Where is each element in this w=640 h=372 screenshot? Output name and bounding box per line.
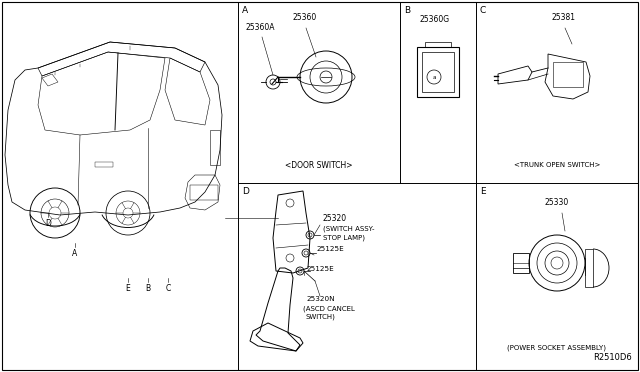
Bar <box>210 130 220 165</box>
Text: 25125E: 25125E <box>306 266 333 272</box>
Text: 25320N: 25320N <box>306 296 335 302</box>
Text: (SWITCH ASSY-: (SWITCH ASSY- <box>323 225 374 231</box>
Text: E: E <box>480 187 486 196</box>
Text: (POWER SOCKET ASSEMBLY): (POWER SOCKET ASSEMBLY) <box>508 345 607 351</box>
Text: E: E <box>125 284 131 293</box>
Text: (ASCD CANCEL: (ASCD CANCEL <box>303 305 355 311</box>
Text: SWITCH): SWITCH) <box>306 314 336 321</box>
Text: C: C <box>480 6 486 15</box>
Text: R2510D6: R2510D6 <box>593 353 632 362</box>
Text: A: A <box>242 6 248 15</box>
Text: 25320: 25320 <box>323 214 347 223</box>
Text: A: A <box>72 249 77 258</box>
Text: 25360G: 25360G <box>420 15 450 24</box>
Text: 25381: 25381 <box>552 13 576 22</box>
Text: a: a <box>432 74 436 80</box>
Bar <box>553 62 583 87</box>
Text: C: C <box>165 284 171 293</box>
Text: STOP LAMP): STOP LAMP) <box>323 234 365 241</box>
Text: 25330: 25330 <box>545 198 569 207</box>
Bar <box>585 249 593 287</box>
Text: B: B <box>404 6 410 15</box>
Bar <box>417 47 459 97</box>
Text: <DOOR SWITCH>: <DOOR SWITCH> <box>285 160 353 170</box>
Text: 25125E: 25125E <box>316 246 344 252</box>
Text: <TRUNK OPEN SWITCH>: <TRUNK OPEN SWITCH> <box>514 162 600 168</box>
Bar <box>422 52 454 92</box>
Bar <box>190 185 218 200</box>
Text: D: D <box>242 187 249 196</box>
Text: 25360A: 25360A <box>246 23 275 32</box>
Text: 25360: 25360 <box>293 13 317 22</box>
Text: D: D <box>45 219 51 228</box>
Bar <box>513 253 529 273</box>
Bar <box>425 42 451 47</box>
Bar <box>95 162 113 167</box>
Text: B: B <box>145 284 150 293</box>
